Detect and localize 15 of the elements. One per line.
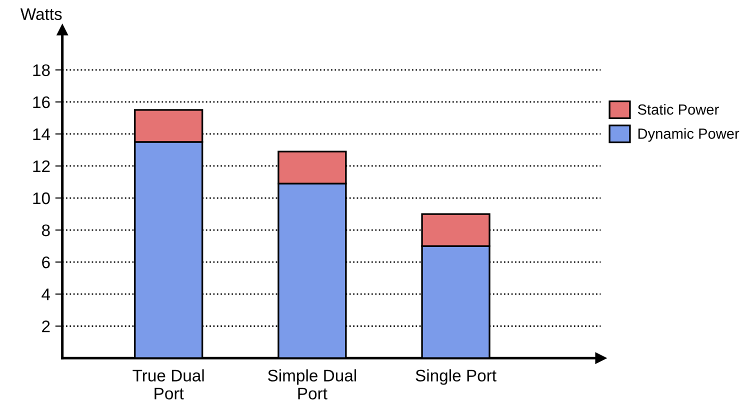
y-axis-title: Watts (20, 8, 62, 20)
x-tick-label: True Dual Port (132, 369, 204, 400)
y-tick-label: 8 (42, 224, 50, 236)
x-tick-label: Simple Dual Port (268, 369, 356, 400)
y-tick-label: 18 (33, 64, 50, 76)
y-tick-label: 10 (33, 192, 50, 204)
y-tick-label: 16 (33, 96, 50, 108)
legend-label: Static Power (638, 104, 719, 115)
y-tick-label: 14 (33, 128, 50, 140)
y-tick-label: 4 (42, 288, 50, 300)
y-tick-label: 2 (42, 320, 50, 332)
x-tick-label: Single Port (416, 369, 496, 385)
y-tick-label: 6 (42, 256, 50, 268)
legend-label: Dynamic Power (638, 128, 740, 142)
y-tick-label: 12 (33, 160, 50, 172)
